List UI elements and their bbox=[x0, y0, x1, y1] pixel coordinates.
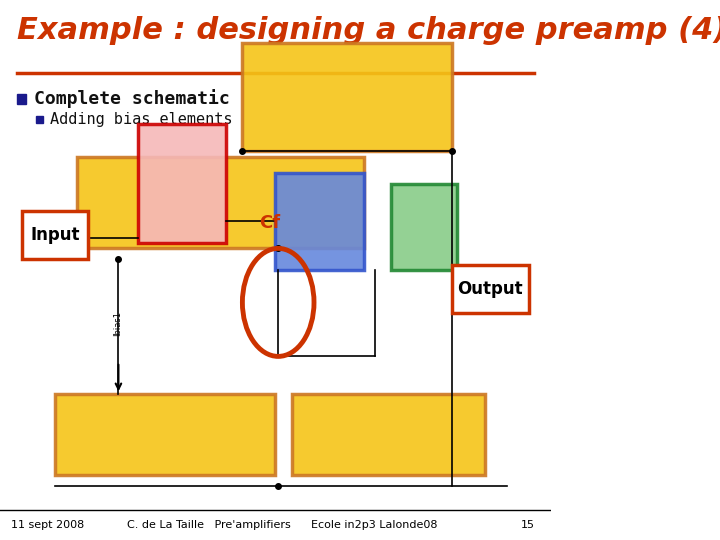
Text: Ibias1: Ibias1 bbox=[113, 312, 122, 336]
FancyBboxPatch shape bbox=[138, 124, 226, 243]
FancyBboxPatch shape bbox=[243, 43, 451, 151]
Bar bbox=[36, 116, 43, 123]
FancyBboxPatch shape bbox=[391, 184, 457, 270]
FancyBboxPatch shape bbox=[77, 157, 364, 248]
FancyBboxPatch shape bbox=[451, 265, 529, 313]
Text: C. de La Taille   Pre'amplifiers: C. de La Taille Pre'amplifiers bbox=[127, 520, 291, 530]
FancyBboxPatch shape bbox=[292, 394, 485, 475]
Bar bbox=[17, 94, 27, 104]
Text: Cf: Cf bbox=[259, 214, 280, 232]
FancyBboxPatch shape bbox=[276, 173, 364, 270]
Text: Complete schematic: Complete schematic bbox=[34, 89, 230, 109]
Text: Input: Input bbox=[30, 226, 80, 244]
Text: Adding bias elements: Adding bias elements bbox=[50, 112, 232, 127]
FancyBboxPatch shape bbox=[22, 211, 88, 259]
FancyBboxPatch shape bbox=[55, 394, 276, 475]
Text: Output: Output bbox=[457, 280, 523, 298]
Text: 15: 15 bbox=[521, 520, 534, 530]
Text: 11 sept 2008: 11 sept 2008 bbox=[11, 520, 84, 530]
Text: Ecole in2p3 Lalonde08: Ecole in2p3 Lalonde08 bbox=[311, 520, 438, 530]
Text: Example : designing a charge preamp (4): Example : designing a charge preamp (4) bbox=[17, 16, 720, 45]
